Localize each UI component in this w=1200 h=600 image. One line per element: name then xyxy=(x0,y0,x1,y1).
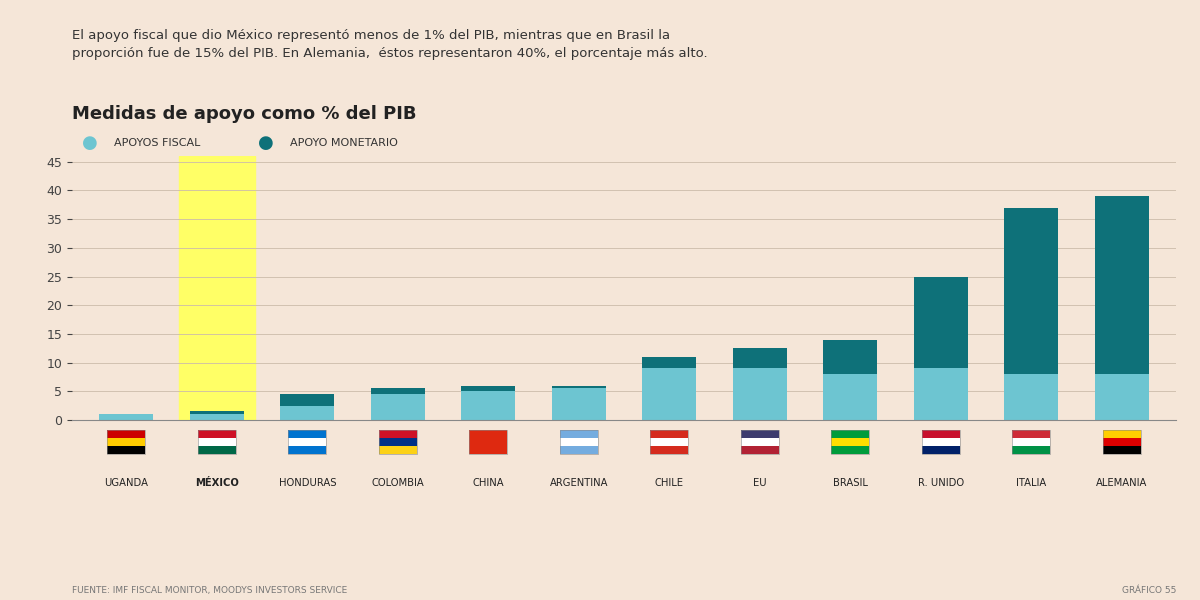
Bar xyxy=(1103,438,1141,446)
Bar xyxy=(832,430,869,438)
Bar xyxy=(469,430,508,438)
Bar xyxy=(288,446,326,454)
Bar xyxy=(469,438,508,446)
Text: El apoyo fiscal que dio México representó menos de 1% del PIB, mientras que en B: El apoyo fiscal que dio México represent… xyxy=(72,29,670,42)
Bar xyxy=(371,394,425,420)
Bar xyxy=(1013,446,1050,454)
Bar xyxy=(732,368,787,420)
Text: CHINA: CHINA xyxy=(473,478,504,488)
Bar xyxy=(1004,374,1058,420)
Bar xyxy=(107,446,145,454)
Bar xyxy=(379,430,416,454)
Bar xyxy=(107,438,145,446)
Bar xyxy=(832,430,869,454)
Bar xyxy=(198,446,235,454)
Bar xyxy=(740,438,779,446)
Text: proporción fue de 15% del PIB. En Alemania,  éstos representaron 40%, el porcent: proporción fue de 15% del PIB. En Aleman… xyxy=(72,47,708,60)
Bar xyxy=(922,430,960,454)
Bar xyxy=(559,438,598,446)
Bar xyxy=(288,438,326,446)
Bar xyxy=(922,446,960,454)
Text: GRÁFICO 55: GRÁFICO 55 xyxy=(1122,586,1176,595)
Bar xyxy=(832,438,869,446)
Bar xyxy=(642,368,696,420)
Bar xyxy=(650,430,689,454)
Bar xyxy=(379,430,416,438)
Bar xyxy=(179,156,254,420)
Bar xyxy=(288,430,326,438)
Bar xyxy=(461,391,516,420)
Bar xyxy=(461,386,516,391)
Text: ●: ● xyxy=(82,134,97,152)
Bar xyxy=(552,388,606,420)
Bar xyxy=(371,388,425,394)
Bar xyxy=(469,446,508,454)
Text: ITALIA: ITALIA xyxy=(1016,478,1046,488)
Text: R. UNIDO: R. UNIDO xyxy=(918,478,964,488)
Bar xyxy=(1013,430,1050,454)
Bar xyxy=(1004,208,1058,374)
Text: ●: ● xyxy=(258,134,274,152)
Bar xyxy=(552,386,606,388)
Bar xyxy=(650,430,689,438)
Text: ARGENTINA: ARGENTINA xyxy=(550,478,608,488)
Bar xyxy=(1103,430,1141,438)
Bar xyxy=(1013,430,1050,438)
Bar xyxy=(740,430,779,454)
Text: BRASIL: BRASIL xyxy=(833,478,868,488)
Text: FUENTE: IMF FISCAL MONITOR, MOODYS INVESTORS SERVICE: FUENTE: IMF FISCAL MONITOR, MOODYS INVES… xyxy=(72,586,347,595)
Bar xyxy=(740,446,779,454)
Bar xyxy=(732,348,787,368)
Text: Medidas de apoyo como % del PIB: Medidas de apoyo como % del PIB xyxy=(72,105,416,123)
Bar xyxy=(288,430,326,454)
Text: APOYO MONETARIO: APOYO MONETARIO xyxy=(290,138,398,148)
Bar xyxy=(642,357,696,368)
Bar xyxy=(650,446,689,454)
Bar xyxy=(280,394,335,406)
Bar xyxy=(922,430,960,438)
Bar xyxy=(922,438,960,446)
Text: MÉXICO: MÉXICO xyxy=(194,478,239,488)
Bar xyxy=(107,430,145,438)
Bar xyxy=(198,430,235,438)
Bar xyxy=(1013,438,1050,446)
Bar xyxy=(1103,446,1141,454)
Bar xyxy=(469,430,508,454)
Bar xyxy=(1094,196,1148,374)
Bar xyxy=(832,446,869,454)
Bar xyxy=(190,412,244,414)
Text: ALEMANIA: ALEMANIA xyxy=(1096,478,1147,488)
Bar xyxy=(190,414,244,420)
Bar xyxy=(379,438,416,446)
Bar xyxy=(823,374,877,420)
Bar xyxy=(559,430,598,454)
Text: COLOMBIA: COLOMBIA xyxy=(371,478,424,488)
Bar xyxy=(650,438,689,446)
Bar xyxy=(823,340,877,374)
Text: EU: EU xyxy=(752,478,767,488)
Bar xyxy=(198,430,235,454)
Bar xyxy=(740,430,779,438)
Bar xyxy=(913,368,968,420)
Bar xyxy=(107,430,145,454)
Bar xyxy=(913,277,968,368)
Bar xyxy=(100,414,154,420)
Bar xyxy=(379,446,416,454)
Text: APOYOS FISCAL: APOYOS FISCAL xyxy=(114,138,200,148)
Bar xyxy=(280,406,335,420)
Text: HONDURAS: HONDURAS xyxy=(278,478,336,488)
Bar xyxy=(559,446,598,454)
Bar xyxy=(198,438,235,446)
Text: CHILE: CHILE xyxy=(655,478,684,488)
Bar xyxy=(1103,430,1141,454)
Bar xyxy=(559,430,598,438)
Text: UGANDA: UGANDA xyxy=(104,478,149,488)
Bar xyxy=(1094,374,1148,420)
